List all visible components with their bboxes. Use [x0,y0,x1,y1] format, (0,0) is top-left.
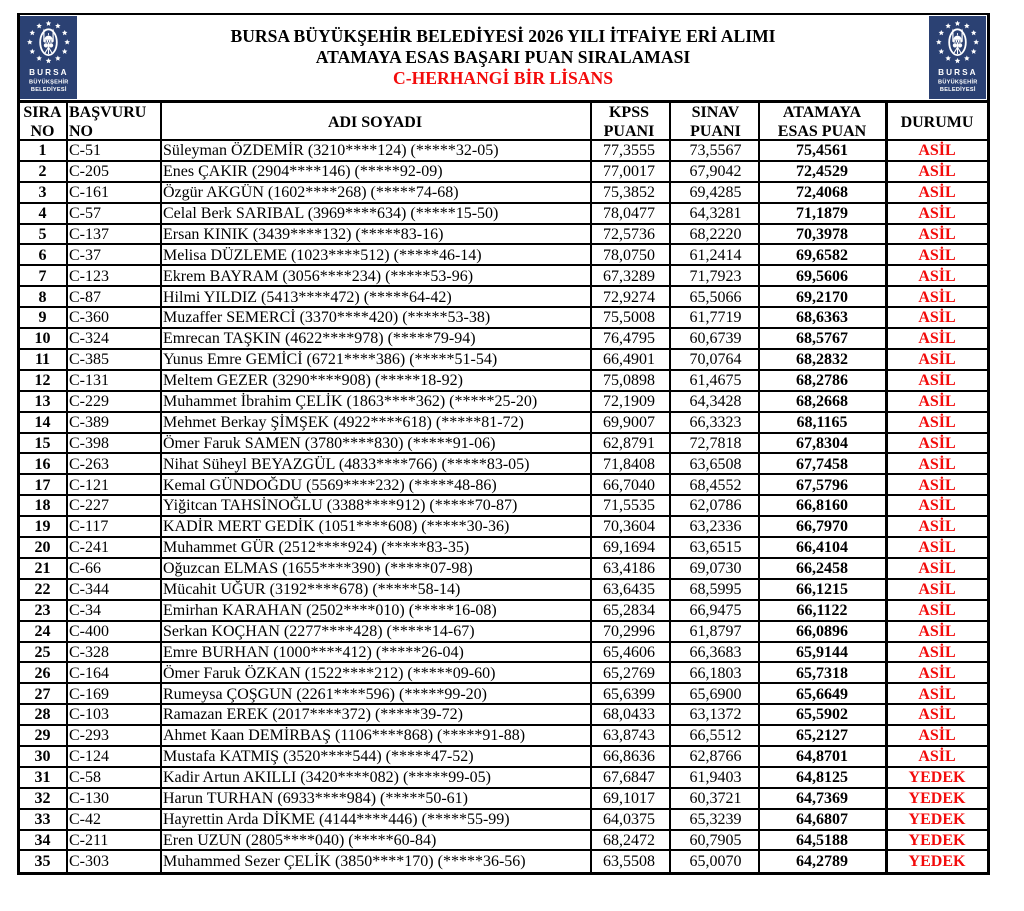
svg-text:BELEDİYESİ: BELEDİYESİ [940,86,976,93]
svg-text:BÜYÜKŞEHİR: BÜYÜKŞEHİR [938,78,978,85]
svg-text:BÜYÜKŞEHİR: BÜYÜKŞEHİR [29,78,69,85]
svg-text:BURSA: BURSA [29,68,69,77]
svg-text:BELEDİYESİ: BELEDİYESİ [31,86,67,93]
svg-text:BURSA: BURSA [938,68,978,77]
